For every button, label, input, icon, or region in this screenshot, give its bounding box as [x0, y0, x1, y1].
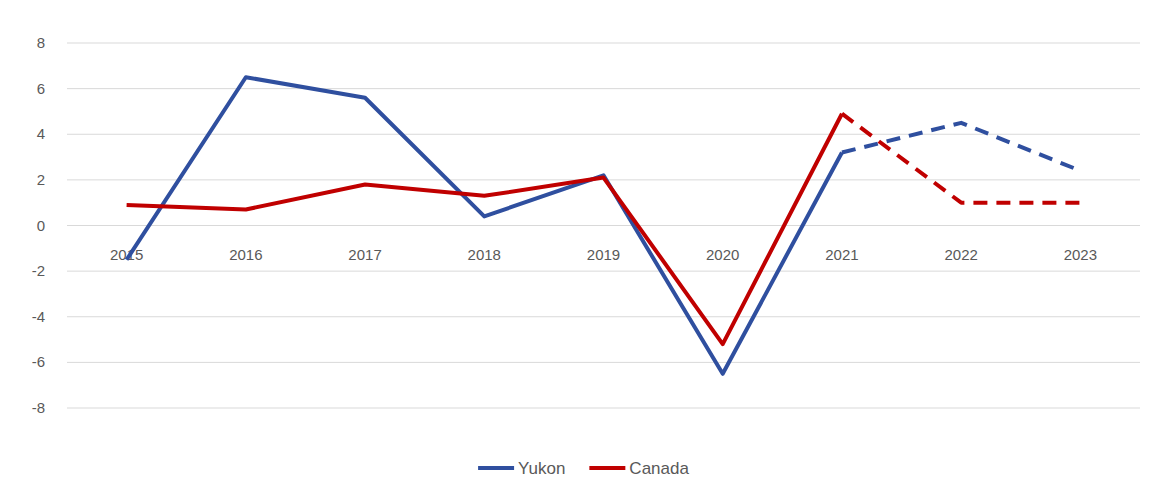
lines	[127, 77, 1081, 374]
x-tick-label: 2019	[587, 246, 620, 263]
x-tick-label: 2016	[229, 246, 262, 263]
x-tick-label: 2021	[825, 246, 858, 263]
y-tick-label: -8	[32, 399, 45, 416]
legend-label: Canada	[629, 459, 689, 478]
x-tick-label: 2023	[1064, 246, 1097, 263]
y-tick-label: 0	[37, 217, 45, 234]
y-tick-label: -2	[32, 262, 45, 279]
y-tick-label: 8	[37, 34, 45, 51]
grid	[67, 43, 1140, 408]
legend: Yukon Canada	[478, 459, 689, 478]
series-line	[842, 123, 1080, 171]
x-tick-label: 2022	[944, 246, 977, 263]
chart: -8 -6 -4 -2 0 2 4 6 8 2015 2016 2017 2018 2019 2020 202…	[0, 0, 1170, 504]
grid-line	[67, 408, 1140, 409]
series-line	[127, 114, 842, 344]
series-line	[127, 77, 842, 374]
grid-line	[67, 43, 1140, 44]
legend-swatch	[478, 466, 514, 470]
grid-line	[67, 225, 1140, 226]
legend-swatch	[589, 466, 625, 470]
x-tick-label: 2020	[706, 246, 739, 263]
legend-label: Yukon	[518, 459, 565, 478]
y-tick-label: -6	[32, 353, 45, 370]
grid-line	[67, 134, 1140, 135]
x-tick-label: 2015	[110, 246, 143, 263]
y-tick-label: 2	[37, 171, 45, 188]
grid-line	[67, 88, 1140, 89]
x-tick-label: 2017	[348, 246, 381, 263]
y-tick-label: -4	[32, 308, 45, 325]
x-tick-label: 2018	[468, 246, 501, 263]
grid-line	[67, 362, 1140, 363]
y-tick-label: 4	[37, 125, 45, 142]
y-tick-label: 6	[37, 80, 45, 97]
grid-line	[67, 316, 1140, 317]
series-line	[842, 114, 1080, 203]
grid-line	[67, 271, 1140, 272]
